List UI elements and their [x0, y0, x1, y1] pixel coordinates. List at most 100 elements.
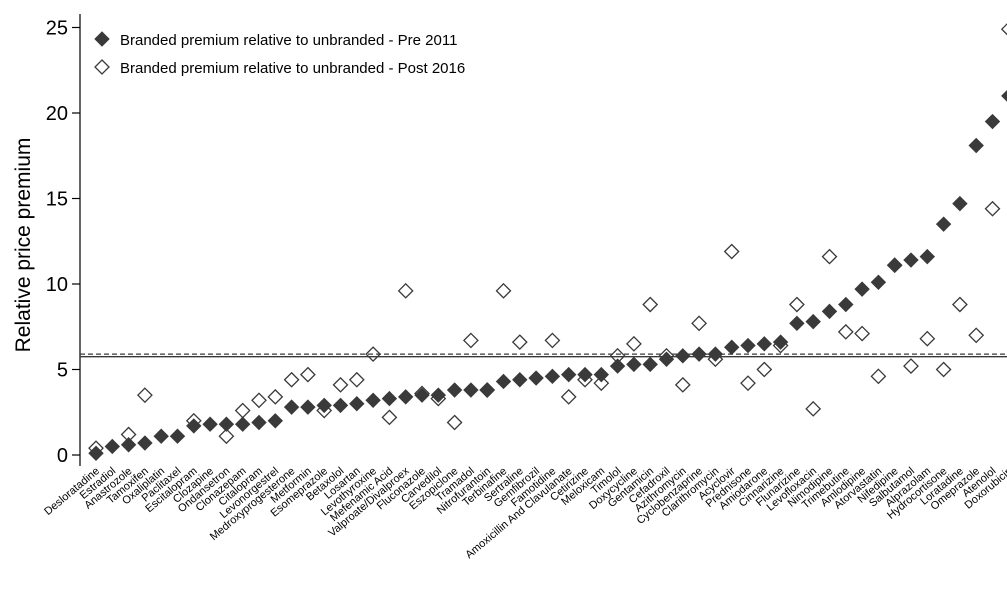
- post-2016-point: [332, 376, 349, 393]
- post-2016-point: [903, 358, 919, 374]
- pre-2011-point: [137, 435, 153, 451]
- pre-2011-point: [430, 387, 447, 403]
- pre-2011-point: [805, 313, 821, 330]
- pre-2011-point: [381, 390, 398, 407]
- post-2016-point: [495, 282, 512, 299]
- post-2016-point: [283, 371, 300, 388]
- pre-2011-point: [854, 281, 870, 297]
- post-2016-point: [642, 296, 659, 313]
- pre-2011-point: [707, 346, 724, 362]
- post-2016-point: [560, 388, 577, 405]
- post-2016-point: [691, 315, 708, 332]
- pre-2011-point: [903, 252, 919, 268]
- legend-marker-filled-diamond: [94, 31, 110, 47]
- post-2016-point: [788, 296, 805, 313]
- pre-2011-point: [267, 413, 284, 429]
- post-2016-point: [821, 248, 838, 265]
- post-2016-point: [919, 330, 936, 347]
- post-2016-point: [854, 325, 871, 342]
- post-2016-point: [674, 376, 691, 393]
- reference-lines: [80, 353, 1007, 358]
- pre-2011-point: [218, 416, 235, 432]
- pre-2011-point: [397, 389, 414, 405]
- post-2016-point: [397, 282, 414, 299]
- post-2016-point: [316, 402, 333, 419]
- post-2016-point: [625, 335, 642, 352]
- pre-2011-point: [153, 428, 169, 444]
- legend-marker-hollow-diamond: [94, 59, 110, 75]
- pre-2011-point: [414, 387, 430, 403]
- post-2016-point: [707, 351, 724, 368]
- y-tick-label: 20: [46, 103, 68, 125]
- pre-2011-point: [577, 366, 593, 383]
- post-2016-point: [299, 366, 316, 383]
- post-2016-point: [968, 327, 985, 344]
- pre-2011-point: [675, 348, 691, 364]
- pre-2011-point: [446, 382, 463, 398]
- pre-2011-point: [968, 137, 984, 154]
- post-2016-point: [544, 332, 561, 349]
- post-2016-point: [837, 323, 854, 340]
- legend-item-post-2016: Branded premium relative to unbranded - …: [94, 59, 465, 77]
- post-2016-point: [185, 412, 202, 429]
- y-axis-title: Relative price premium: [12, 138, 35, 353]
- pre-2011-point: [789, 315, 805, 332]
- post-2016-point: [218, 428, 235, 445]
- post-2016-point: [511, 334, 528, 351]
- post-2016-point: [609, 347, 626, 364]
- legend-label-pre-2011: Branded premium relative to unbranded - …: [120, 32, 457, 49]
- post-2016-point: [381, 409, 398, 426]
- post-2016-point: [805, 400, 822, 417]
- y-tick-label: 25: [46, 18, 68, 40]
- pre-2011-point: [821, 303, 838, 320]
- pre-2011-point: [251, 414, 267, 431]
- post-2016-point: [414, 385, 430, 402]
- post-2016-point: [136, 387, 153, 404]
- pre-2011-point: [463, 382, 479, 398]
- post-2016-point: [479, 382, 496, 398]
- pre-2011-point: [332, 397, 349, 414]
- pre-2011-point: [935, 216, 952, 232]
- pre-2011-point: [723, 339, 740, 355]
- pre-2011-point: [952, 195, 968, 212]
- pre-2011-point: [593, 366, 610, 383]
- pre-2011-point: [756, 336, 773, 352]
- pre-2011-point: [544, 368, 561, 385]
- post-2016-point: [251, 392, 267, 409]
- post-2016-point: [593, 375, 610, 392]
- post-2016-point: [348, 371, 365, 388]
- pre-2011-point: [772, 334, 789, 350]
- pre-2011-point: [283, 399, 300, 415]
- y-tick-label: 10: [46, 274, 68, 296]
- post-2016-point: [577, 371, 593, 388]
- pre-2011-point: [202, 416, 218, 432]
- data-points: [88, 23, 1007, 461]
- y-tick-label: 0: [57, 445, 68, 467]
- pre-2011-point: [838, 296, 854, 313]
- post-2016-point: [951, 296, 968, 313]
- pre-2011-point: [984, 113, 1001, 130]
- pre-2011-point: [642, 356, 658, 373]
- post-2016-point: [886, 257, 903, 274]
- legend-item-pre-2011: Branded premium relative to unbranded - …: [94, 31, 457, 49]
- post-2016-point: [870, 368, 887, 385]
- pre-2011-point: [870, 274, 887, 290]
- post-2016-point: [756, 361, 773, 378]
- legend: Branded premium relative to unbranded - …: [94, 31, 465, 77]
- y-axis: 0 5 10 15 20 25: [46, 14, 81, 467]
- pre-2011-point: [691, 346, 707, 362]
- pre-2011-point: [349, 395, 365, 412]
- post-2016-point: [365, 346, 382, 363]
- post-2016-point: [723, 243, 740, 260]
- pre-2011-point: [1001, 89, 1007, 102]
- pre-2011-point: [919, 248, 936, 265]
- pre-2011-point: [495, 373, 512, 390]
- post-2016-point: [120, 426, 137, 443]
- post-2016-point: [430, 390, 447, 407]
- post-2016-point: [234, 402, 251, 419]
- pre-2011-point: [120, 437, 137, 453]
- post-2016-point: [772, 337, 789, 354]
- y-tick-label: 15: [46, 189, 68, 211]
- post-2016-point: [658, 347, 675, 364]
